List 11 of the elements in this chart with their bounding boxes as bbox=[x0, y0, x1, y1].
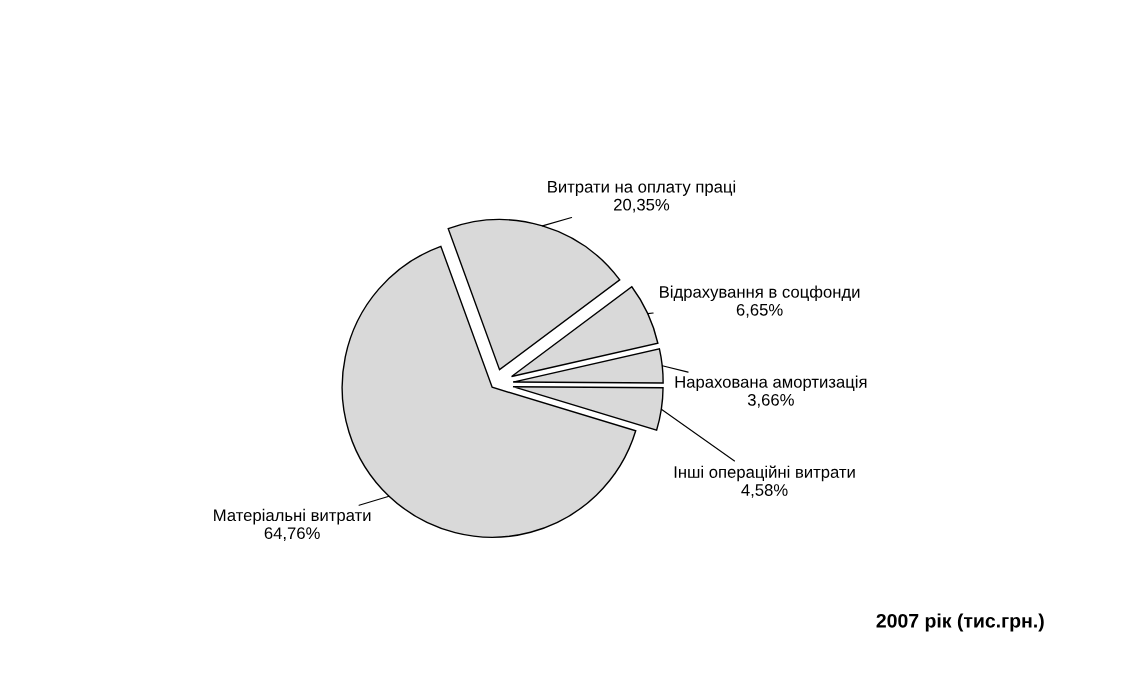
slice-label: Матеріальні витрати bbox=[214, 508, 371, 525]
slice-label: Витрати на оплату праці bbox=[548, 180, 736, 196]
data-label: 6,65% bbox=[736, 303, 783, 318]
data-label: 4,58% bbox=[741, 484, 788, 498]
data-label: 3,66% bbox=[747, 393, 794, 408]
data-label: 20,35% bbox=[614, 198, 670, 213]
slice-label: Нарахована амортизація bbox=[675, 375, 867, 392]
text: 2007 рік (тис.грн.) bbox=[876, 613, 1044, 632]
data-label: 64,76% bbox=[264, 527, 320, 542]
slice-label: Інші операційні витрати bbox=[674, 465, 855, 482]
slice-label: Відрахування в соцфонди bbox=[660, 285, 860, 302]
